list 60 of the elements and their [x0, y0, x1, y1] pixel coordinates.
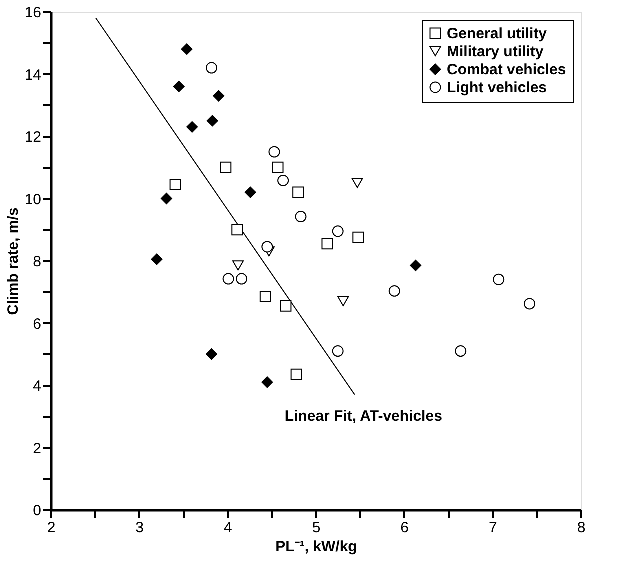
legend-label: Military utility: [447, 44, 544, 60]
point: [332, 226, 344, 238]
point: [295, 211, 307, 223]
point: [388, 285, 400, 297]
x-axis-title: PL⁻¹, kW/kg: [276, 538, 358, 556]
point: [338, 296, 350, 307]
point: [181, 44, 193, 56]
y-tick-label: 14: [24, 66, 42, 84]
x-tick-label: 2: [47, 520, 56, 536]
point: [173, 80, 185, 92]
y-tick-label: 12: [24, 129, 42, 146]
y-tick-label: 16: [24, 4, 42, 22]
point: [222, 273, 234, 285]
x-tick-label: 7: [488, 520, 498, 536]
point: [236, 273, 248, 285]
point: [170, 179, 182, 190]
point: [352, 178, 364, 188]
point: [232, 224, 244, 236]
point: [332, 346, 344, 357]
x-tick-label: 5: [312, 520, 321, 536]
point: [262, 376, 274, 388]
point: [410, 260, 422, 272]
point: [268, 146, 280, 158]
y-tick-label: 6: [33, 316, 42, 333]
y-tick-label: 4: [33, 378, 42, 395]
point: [213, 90, 225, 102]
point: [292, 186, 304, 198]
point: [260, 291, 272, 303]
point: [220, 162, 232, 174]
point: [272, 162, 284, 174]
legend-label: General utility: [447, 26, 548, 42]
point: [493, 274, 505, 286]
point: [524, 298, 536, 310]
x-tick-label: 6: [400, 520, 410, 536]
point: [455, 346, 467, 357]
x-tick-label: 8: [577, 520, 586, 536]
y-tick-label: 0: [33, 502, 42, 520]
point: [352, 232, 364, 244]
x-tick-label: 4: [224, 520, 232, 536]
point: [280, 300, 292, 312]
point: [160, 193, 172, 204]
x-tick-label: 3: [136, 520, 144, 536]
point: [232, 260, 244, 271]
legend-label: Light vehicles: [447, 80, 548, 96]
point: [322, 238, 334, 250]
point: [262, 241, 274, 253]
point: [186, 121, 198, 133]
point: [206, 348, 218, 360]
point: [151, 254, 163, 266]
y-tick-label: 10: [24, 191, 42, 208]
point: [290, 368, 302, 380]
legend-label: Combat vehicles: [447, 62, 566, 78]
point: [278, 174, 290, 186]
series-label: Linear Fit, AT-vehicles: [284, 408, 442, 425]
y-tick-label: 2: [33, 440, 42, 458]
y-axis-title: Climb rate, m/s: [4, 208, 22, 316]
point: [244, 186, 256, 198]
point: [206, 62, 218, 74]
point: [206, 115, 218, 127]
y-tick-label: 8: [33, 254, 42, 270]
